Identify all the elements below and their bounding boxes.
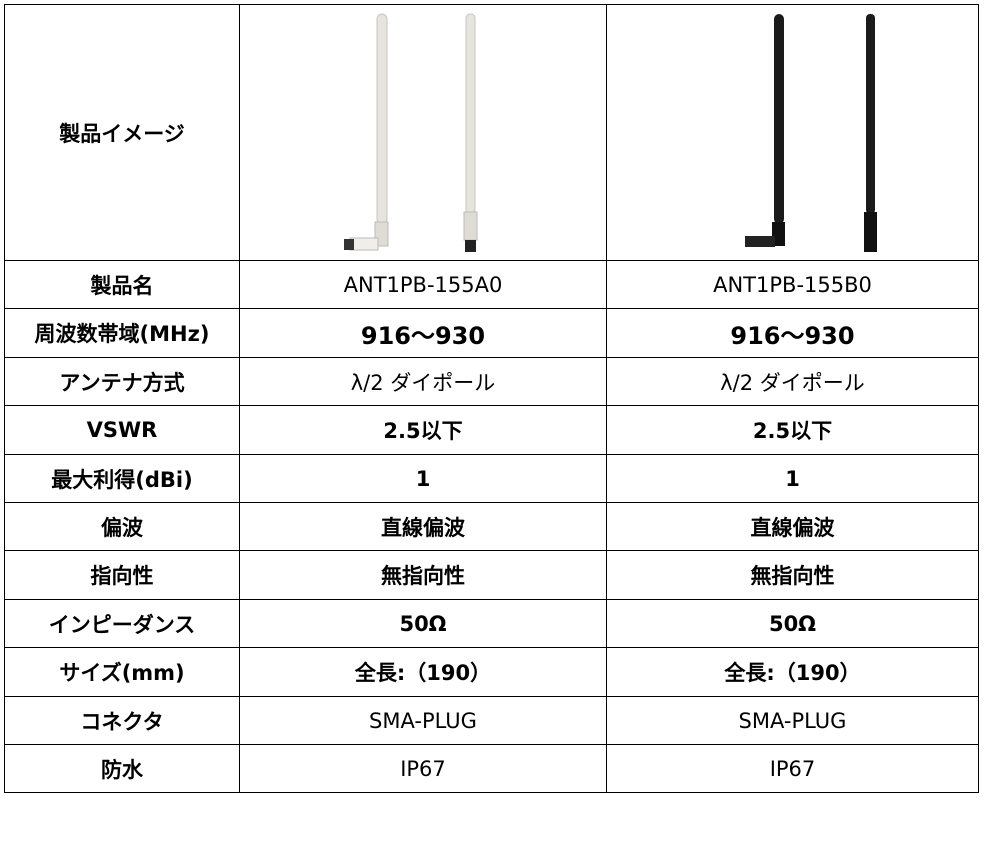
black-antenna-straight [864,14,877,252]
row-label: 防水 [4,744,240,793]
cell-value: 全長:（190） [239,647,607,697]
row-label: コネクタ [4,696,240,745]
black-antenna-bent [745,14,785,247]
row-label: サイズ(mm) [4,647,240,697]
cell-value: 2.5以下 [239,405,607,455]
cell-value: ANT1PB-155B0 [606,260,979,309]
cell-value: 全長:（190） [606,647,979,697]
cell-value: SMA-PLUG [606,696,979,745]
cell-value: 直線偏波 [606,502,979,551]
cell-value: 直線偏波 [239,502,607,551]
cell-value: 無指向性 [239,550,607,600]
cell-value: 2.5以下 [606,405,979,455]
row-label: 製品名 [4,260,240,309]
cell-value: 916～930 [239,308,607,358]
cell-value: 無指向性 [606,550,979,600]
row-label: 最大利得(dBi) [4,454,240,503]
row-label: VSWR [4,405,240,455]
white-antenna-straight [463,13,478,252]
cell-value: 1 [239,454,607,503]
white-antenna-bent [344,13,389,251]
cell-value: IP67 [606,744,979,793]
cell-value: SMA-PLUG [239,696,607,745]
cell-value: 1 [606,454,979,503]
row-label: 周波数帯域(MHz) [4,308,240,358]
cell-value: 916～930 [606,308,979,358]
cell-value: IP67 [239,744,607,793]
row-label: アンテナ方式 [4,357,240,406]
cell-value: 50Ω [606,599,979,648]
cell-value: 50Ω [239,599,607,648]
cell-value: λ/2 ダイポール [239,357,607,406]
cell-value: λ/2 ダイポール [606,357,979,406]
row-label: 偏波 [4,502,240,551]
row-label: 指向性 [4,550,240,600]
antenna-images [344,13,877,252]
cell-value: ANT1PB-155A0 [239,260,607,309]
row-label: インピーダンス [4,599,240,648]
